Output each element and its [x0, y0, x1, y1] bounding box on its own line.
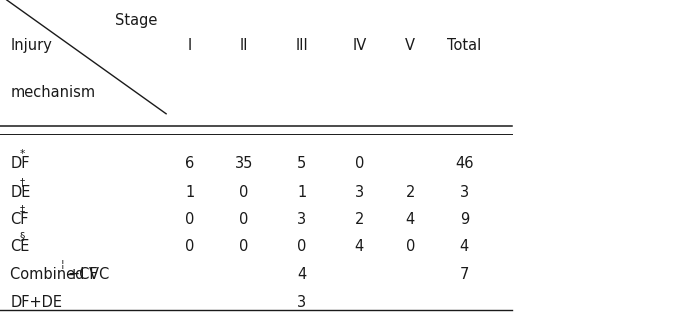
Text: §: §	[20, 231, 25, 241]
Text: 3: 3	[355, 185, 364, 200]
Text: Stage: Stage	[115, 13, 157, 27]
Text: 7: 7	[460, 267, 469, 282]
Text: 46: 46	[455, 156, 474, 171]
Text: 4: 4	[405, 212, 415, 227]
Text: ¦: ¦	[61, 259, 64, 269]
Text: V: V	[405, 38, 415, 53]
Text: ‡: ‡	[20, 204, 24, 214]
Text: 1: 1	[297, 185, 306, 200]
Text: 6: 6	[185, 156, 195, 171]
Text: 2: 2	[355, 212, 364, 227]
Text: 0: 0	[355, 156, 364, 171]
Text: 1: 1	[185, 185, 195, 200]
Text: 0: 0	[239, 212, 249, 227]
Text: 0: 0	[239, 185, 249, 200]
Text: 4: 4	[297, 267, 306, 282]
Text: mechanism: mechanism	[10, 85, 96, 100]
Text: 3: 3	[297, 212, 306, 227]
Text: Injury: Injury	[10, 38, 52, 53]
Text: DF: DF	[10, 156, 30, 171]
Text: †: †	[20, 177, 24, 187]
Text: 0: 0	[185, 212, 195, 227]
Text: CE: CE	[10, 239, 30, 253]
Text: 5: 5	[297, 156, 306, 171]
Text: 0: 0	[185, 239, 195, 253]
Text: *: *	[20, 149, 25, 159]
Text: 2: 2	[405, 185, 415, 200]
Text: Combined VC: Combined VC	[10, 267, 109, 282]
Text: 0: 0	[239, 239, 249, 253]
Text: DF+DE: DF+DE	[10, 295, 62, 309]
Text: 0: 0	[297, 239, 306, 253]
Text: Total: Total	[447, 38, 481, 53]
Text: II: II	[240, 38, 248, 53]
Text: +CF: +CF	[68, 267, 98, 282]
Text: 35: 35	[235, 156, 254, 171]
Text: 3: 3	[460, 185, 469, 200]
Text: IV: IV	[352, 38, 367, 53]
Text: III: III	[296, 38, 308, 53]
Text: 3: 3	[297, 295, 306, 309]
Text: CF: CF	[10, 212, 28, 227]
Text: 4: 4	[460, 239, 469, 253]
Text: 0: 0	[405, 239, 415, 253]
Text: 9: 9	[460, 212, 469, 227]
Text: 4: 4	[355, 239, 364, 253]
Text: DE: DE	[10, 185, 31, 200]
Text: I: I	[188, 38, 192, 53]
